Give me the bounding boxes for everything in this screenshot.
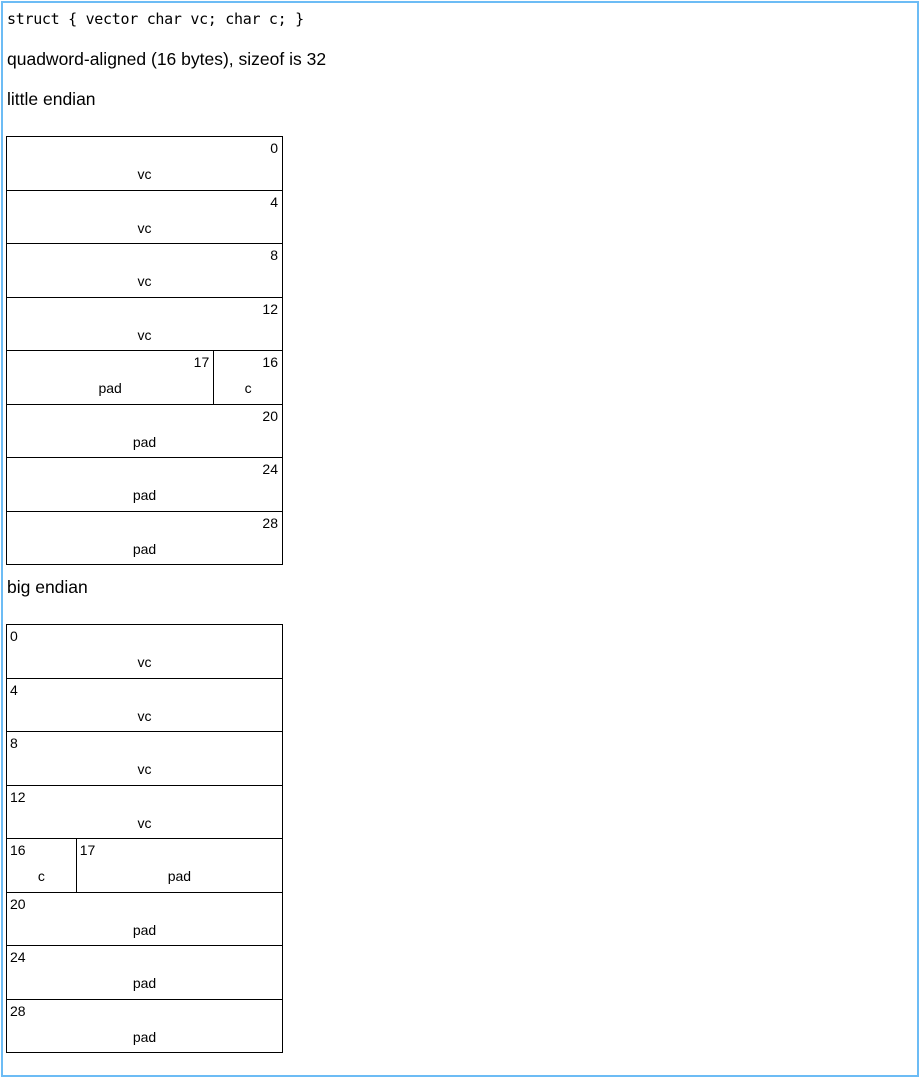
- layout-row: 16 c 17 pad: [7, 839, 282, 893]
- layout-row: 8 vc: [7, 732, 282, 786]
- field-label: pad: [132, 433, 157, 450]
- byte-offset: 4: [270, 193, 278, 210]
- byte-offset: 28: [10, 1002, 26, 1019]
- field-label: vc: [137, 761, 152, 777]
- field-label: vc: [137, 166, 152, 182]
- byte-cell: 17 pad: [75, 839, 282, 892]
- layout-row: 0 vc: [7, 625, 282, 679]
- byte-cell: 8 vc: [7, 732, 282, 785]
- field-label: pad: [167, 868, 192, 884]
- byte-cell: 24 pad: [7, 946, 282, 999]
- byte-cell: 12 vc: [7, 298, 282, 351]
- byte-offset: 12: [10, 788, 26, 805]
- layout-row: 20 pad: [7, 893, 282, 946]
- field-label: vc: [137, 707, 152, 724]
- little-endian-layout-table: 0 vc 4 vc 8 vc 12 vc 17 pad 16 c 20 pad 24 pad 28 pad: [6, 136, 283, 565]
- field-label: vc: [137, 814, 152, 831]
- byte-offset: 24: [10, 949, 26, 965]
- byte-cell: 12 vc: [7, 786, 282, 839]
- byte-cell: 20 pad: [7, 893, 282, 946]
- layout-row: 28 pad: [7, 1000, 282, 1053]
- layout-row: 4 vc: [7, 191, 282, 244]
- byte-offset: 8: [10, 735, 18, 751]
- byte-offset: 17: [193, 354, 210, 370]
- byte-offset: 16: [262, 354, 278, 370]
- big-endian-layout-table: 0 vc 4 vc 8 vc 12 vc 16 c 17 pad 20 pad 24 pad 28 pad: [6, 624, 283, 1053]
- byte-offset: 20: [262, 407, 278, 424]
- byte-offset: 4: [10, 681, 18, 698]
- layout-row: 8 vc: [7, 244, 282, 298]
- byte-cell: 16 c: [213, 351, 282, 404]
- byte-cell: 8 vc: [7, 244, 282, 297]
- byte-cell: 4 vc: [7, 679, 282, 732]
- field-label: vc: [137, 273, 152, 289]
- layout-row: 17 pad 16 c: [7, 351, 282, 405]
- field-label: pad: [132, 975, 157, 991]
- layout-row: 20 pad: [7, 405, 282, 458]
- byte-offset: 0: [10, 628, 18, 644]
- byte-offset: 16: [10, 842, 26, 858]
- field-label: c: [244, 380, 252, 396]
- layout-row: 28 pad: [7, 512, 282, 565]
- field-label: pad: [132, 540, 157, 557]
- byte-offset: 0: [270, 140, 278, 156]
- byte-cell: 24 pad: [7, 458, 282, 511]
- layout-row: 4 vc: [7, 679, 282, 732]
- alignment-note: quadword-aligned (16 bytes), sizeof is 3…: [7, 49, 327, 69]
- little-endian-heading: little endian: [7, 89, 96, 109]
- layout-row: 0 vc: [7, 137, 282, 191]
- field-label: pad: [132, 487, 157, 503]
- byte-cell: 28 pad: [7, 512, 282, 565]
- byte-cell: 0 vc: [7, 625, 282, 678]
- byte-cell: 17 pad: [7, 351, 213, 404]
- field-label: pad: [98, 380, 122, 396]
- byte-cell: 0 vc: [7, 137, 282, 190]
- byte-offset: 17: [79, 842, 96, 858]
- byte-cell: 20 pad: [7, 405, 282, 458]
- byte-offset: 20: [10, 895, 26, 912]
- field-label: vc: [137, 326, 152, 343]
- layout-row: 12 vc: [7, 786, 282, 839]
- field-label: pad: [132, 1028, 157, 1045]
- byte-offset: 12: [262, 300, 278, 317]
- field-label: c: [37, 868, 45, 884]
- byte-offset: 8: [270, 247, 278, 263]
- layout-row: 24 pad: [7, 458, 282, 512]
- field-label: vc: [137, 654, 152, 670]
- layout-row: 24 pad: [7, 946, 282, 1000]
- byte-offset: 28: [262, 514, 278, 531]
- byte-cell: 16 c: [7, 839, 76, 892]
- layout-row: 12 vc: [7, 298, 282, 351]
- byte-cell: 4 vc: [7, 191, 282, 244]
- field-label: vc: [137, 219, 152, 236]
- byte-cell: 28 pad: [7, 1000, 282, 1053]
- struct-declaration: struct { vector char vc; char c; }: [7, 10, 304, 28]
- byte-offset: 24: [262, 461, 278, 477]
- field-label: pad: [132, 921, 157, 938]
- big-endian-heading: big endian: [7, 577, 88, 597]
